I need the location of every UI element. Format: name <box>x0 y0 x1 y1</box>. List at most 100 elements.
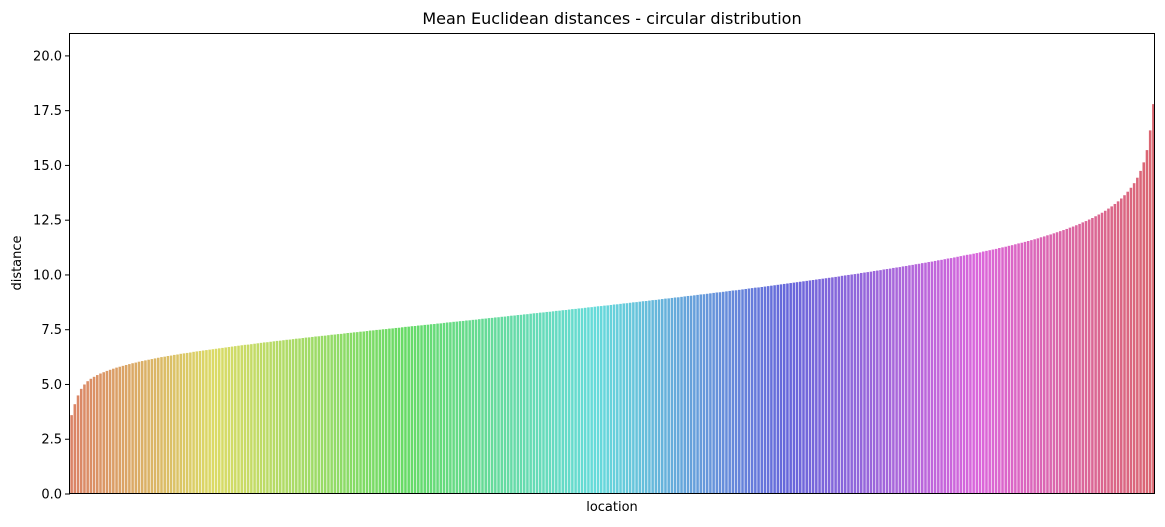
bar-93 <box>368 330 372 494</box>
bar-139 <box>516 315 520 494</box>
bar-229 <box>805 280 808 494</box>
bar-29 <box>163 356 166 494</box>
bar-162 <box>590 307 593 494</box>
bar-211 <box>747 288 751 494</box>
bar-303 <box>1042 236 1046 494</box>
bar-314 <box>1078 223 1081 494</box>
bar-15 <box>118 366 122 494</box>
bar-125 <box>471 319 475 494</box>
bar-55 <box>246 344 250 494</box>
bar-249 <box>869 271 873 494</box>
bar-253 <box>882 269 886 494</box>
bar-174 <box>628 302 632 494</box>
bar-317 <box>1087 219 1091 494</box>
bar-79 <box>323 335 327 494</box>
bar-160 <box>583 307 587 494</box>
bar-130 <box>487 318 491 494</box>
bar-288 <box>994 248 998 494</box>
bar-214 <box>757 287 760 494</box>
bar-80 <box>327 335 330 494</box>
bar-87 <box>349 332 353 494</box>
bar-172 <box>622 303 626 494</box>
bar-37 <box>189 352 192 494</box>
bar-308 <box>1059 231 1062 494</box>
bar-312 <box>1071 226 1075 495</box>
bar-113 <box>433 324 436 494</box>
bar-176 <box>635 302 638 494</box>
bar-102 <box>397 327 401 494</box>
bar-331 <box>1132 183 1136 495</box>
bar-231 <box>811 279 815 494</box>
bar-181 <box>651 300 654 494</box>
bar-235 <box>824 278 828 494</box>
bar-203 <box>721 291 725 494</box>
bar-332 <box>1136 177 1139 494</box>
bar-284 <box>981 251 985 494</box>
bar-221 <box>779 284 783 494</box>
bar-197 <box>702 294 706 494</box>
bar-252 <box>879 270 882 494</box>
bar-204 <box>725 291 728 494</box>
bar-275 <box>953 257 956 494</box>
bar-154 <box>564 310 568 494</box>
bar-279 <box>965 254 969 494</box>
bar-268 <box>930 261 934 494</box>
bar-199 <box>709 293 712 494</box>
bar-106 <box>410 326 414 494</box>
bar-285 <box>985 250 988 494</box>
bar-99 <box>388 328 391 494</box>
bar-242 <box>847 274 850 494</box>
bar-189 <box>677 297 680 494</box>
bar-329 <box>1126 191 1129 494</box>
bar-40 <box>198 350 202 494</box>
bar-68 <box>288 339 292 494</box>
bar-208 <box>738 289 741 494</box>
bar-131 <box>490 317 494 494</box>
y-axis: 0.0 2.5 5.0 7.5 10.0 12.5 15.0 17.5 20.0 <box>33 49 70 503</box>
bar-194 <box>693 295 696 494</box>
bar-35 <box>182 353 186 494</box>
bar-108 <box>417 325 420 494</box>
bar-188 <box>673 297 677 494</box>
bar-287 <box>991 249 995 494</box>
bar-212 <box>750 288 754 494</box>
bar-292 <box>1007 245 1011 494</box>
bar-217 <box>766 286 770 494</box>
bar-3 <box>79 388 83 494</box>
bar-110 <box>423 324 426 494</box>
bar-164 <box>596 306 600 494</box>
bar-218 <box>770 285 773 494</box>
bar-169 <box>612 304 616 494</box>
bar-123 <box>465 320 468 494</box>
bar-318 <box>1091 218 1094 494</box>
bar-196 <box>699 294 703 494</box>
bar-21 <box>137 361 141 494</box>
bar-103 <box>400 327 404 494</box>
bar-219 <box>773 285 776 494</box>
bar-237 <box>831 277 834 494</box>
bar-290 <box>1001 247 1004 494</box>
bar-336 <box>1148 130 1152 494</box>
bar-201 <box>715 292 719 494</box>
bar-159 <box>580 308 584 494</box>
bar-326 <box>1116 201 1120 494</box>
bar-216 <box>763 286 767 494</box>
bar-321 <box>1100 212 1104 495</box>
bar-137 <box>510 315 513 494</box>
bar-180 <box>648 300 651 494</box>
bar-11 <box>105 370 109 494</box>
bar-241 <box>843 275 847 494</box>
bar-126 <box>474 319 478 494</box>
bar-18 <box>128 364 131 494</box>
bar-107 <box>413 325 417 494</box>
bar-294 <box>1014 244 1017 494</box>
bar-245 <box>856 273 860 494</box>
bar-161 <box>587 307 590 494</box>
bar-151 <box>555 310 558 494</box>
bar-236 <box>827 277 831 494</box>
bar-115 <box>439 323 443 494</box>
bar-138 <box>513 315 516 494</box>
bar-149 <box>548 311 552 494</box>
bar-129 <box>484 318 487 494</box>
bar-114 <box>436 323 439 494</box>
